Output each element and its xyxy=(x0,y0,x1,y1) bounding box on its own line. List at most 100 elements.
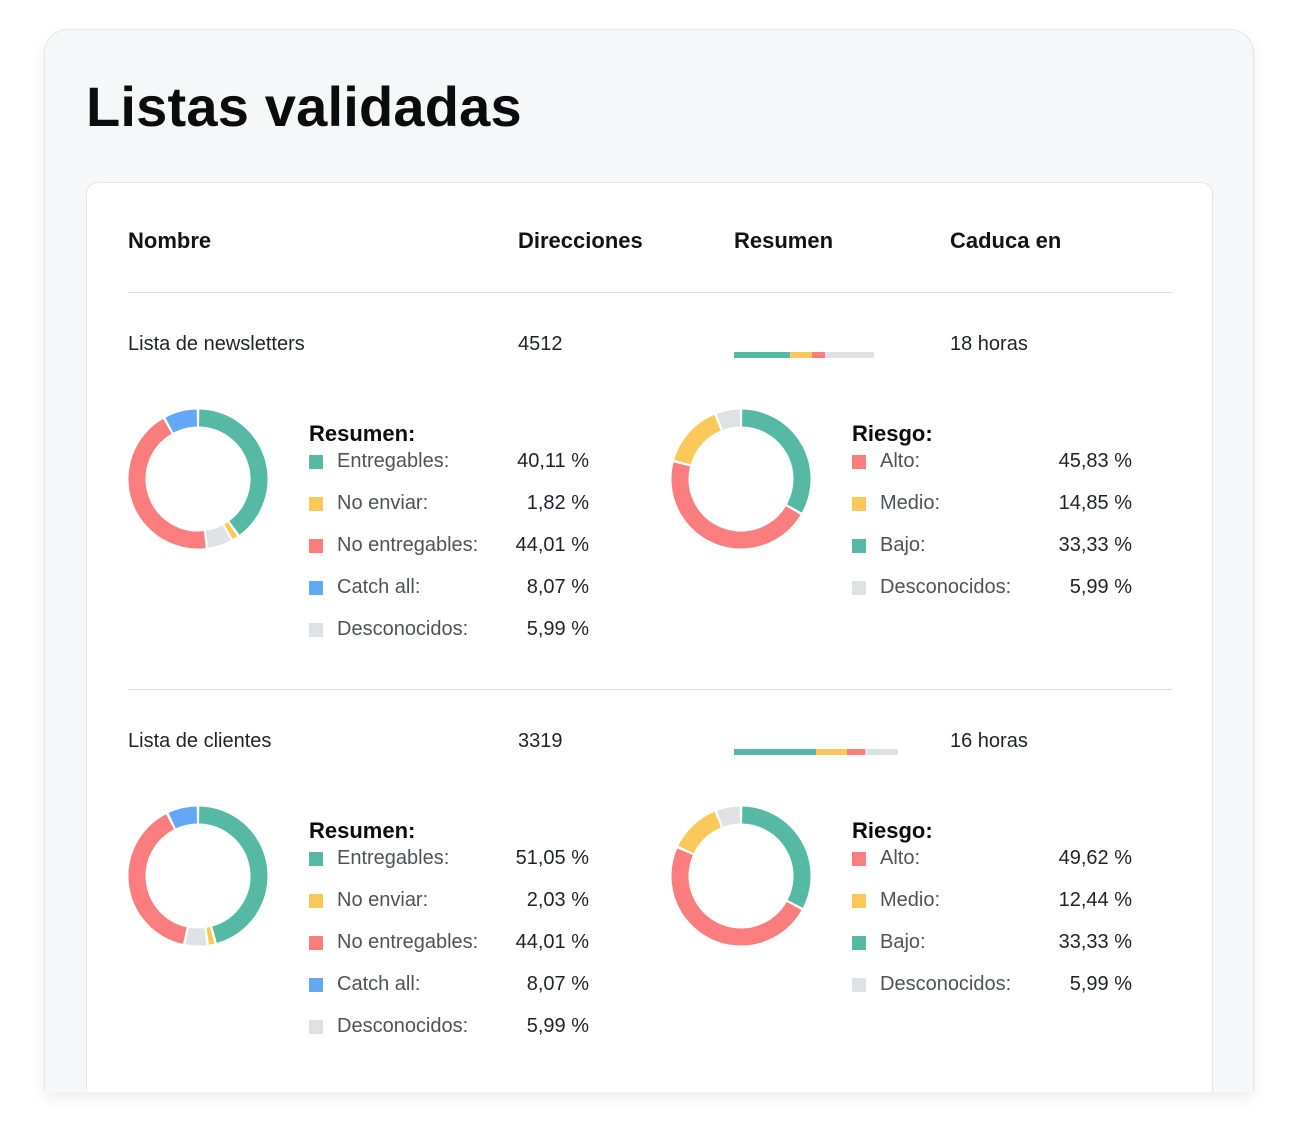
donut-segment-do-not-send xyxy=(678,811,722,854)
legend-swatch xyxy=(309,581,323,595)
legend-label: Medio: xyxy=(880,889,941,911)
legend-label: Alto: xyxy=(880,450,921,472)
legend-label: Alto: xyxy=(880,847,921,869)
risk-donut-chart xyxy=(671,806,811,946)
donut-segment-unknown xyxy=(205,525,231,548)
legend-swatch xyxy=(309,852,323,866)
legend-item: No enviar: 1,82 % xyxy=(309,492,589,516)
expires-in: 16 horas xyxy=(950,730,1028,752)
table-row[interactable]: Lista de newsletters 4512 18 horas Resum… xyxy=(128,293,1173,690)
header-expires[interactable]: Caduca en xyxy=(950,228,1062,253)
legend-label: No enviar: xyxy=(337,492,429,514)
donut-segment-deliverable xyxy=(198,806,268,943)
legend-value: 51,05 % xyxy=(515,847,589,869)
legend-label: Desconocidos: xyxy=(880,973,1012,995)
list-name[interactable]: Lista de newsletters xyxy=(128,333,305,355)
header-name[interactable]: Nombre xyxy=(128,228,212,253)
legend-swatch xyxy=(309,978,323,992)
legend-label: No entregables: xyxy=(337,534,479,556)
legend-item: No entregables: 44,01 % xyxy=(309,534,589,558)
legend-label: Bajo: xyxy=(880,534,926,556)
table-header: Nombre Direcciones Resumen Caduca en xyxy=(128,183,1173,293)
legend-value: 1,82 % xyxy=(526,492,589,514)
summary-bar-segment-undeliverable xyxy=(847,749,866,755)
donut-segment-do-not-send xyxy=(206,927,215,945)
legend-item: No entregables: 44,01 % xyxy=(309,931,589,955)
summary-donut-chart xyxy=(128,806,268,946)
summary-bar-segment-do-not-send xyxy=(816,749,848,755)
summary-bar xyxy=(734,749,898,755)
summary-bar-segment-undeliverable xyxy=(812,352,825,358)
risk-legend-title: Riesgo: xyxy=(852,818,933,843)
donut-segment-deliverable xyxy=(741,409,811,513)
header-summary[interactable]: Resumen xyxy=(734,228,834,253)
risk-legend-title: Riesgo: xyxy=(852,421,933,446)
legend-label: Desconocidos: xyxy=(880,576,1012,598)
legend-value: 5,99 % xyxy=(1069,576,1132,598)
summary-bar-segment-do-not-send xyxy=(790,352,813,358)
donut-segment-unknown xyxy=(716,409,741,430)
legend-swatch xyxy=(309,936,323,950)
legend-value: 33,33 % xyxy=(1058,534,1132,556)
expires-in: 18 horas xyxy=(950,333,1028,355)
summary-bar-segment-deliverable xyxy=(734,352,790,358)
donut-segment-deliverable xyxy=(198,409,268,535)
summary-legend-title: Resumen: xyxy=(309,421,416,446)
legend-item: Medio: 14,85 % xyxy=(852,492,1132,516)
donut-segment-do-not-send xyxy=(224,522,238,540)
address-count: 4512 xyxy=(518,333,563,355)
legend-swatch xyxy=(852,539,866,553)
summary-bar-segment-unknown xyxy=(824,352,874,358)
legend-swatch xyxy=(852,894,866,908)
legend-value: 8,07 % xyxy=(526,973,589,995)
donut-segment-catch-all xyxy=(168,806,198,829)
donut-segment-unknown xyxy=(185,927,207,946)
legend-swatch xyxy=(309,539,323,553)
legend-swatch xyxy=(309,894,323,908)
legend-item: Catch all: 8,07 % xyxy=(309,973,589,997)
donut-segment-catch-all xyxy=(165,409,198,433)
legend-label: Catch all: xyxy=(337,576,421,598)
legend-swatch xyxy=(852,581,866,595)
legend-label: Bajo: xyxy=(880,931,926,953)
lists-table-card: Nombre Direcciones Resumen Caduca en Lis… xyxy=(86,182,1213,1092)
legend-swatch xyxy=(852,978,866,992)
legend-label: Entregables: xyxy=(337,847,450,869)
validated-lists-panel: Listas validadas Nombre Direcciones Resu… xyxy=(44,29,1254,1092)
legend-swatch xyxy=(309,497,323,511)
table-row[interactable]: Lista de clientes 3319 16 horas Resumen:… xyxy=(128,690,1173,1092)
legend-value: 44,01 % xyxy=(515,931,589,953)
legend-value: 14,85 % xyxy=(1058,492,1132,514)
legend-value: 12,44 % xyxy=(1058,889,1132,911)
legend-swatch xyxy=(309,1020,323,1034)
legend-item: Bajo: 33,33 % xyxy=(852,534,1132,558)
legend-label: Desconocidos: xyxy=(337,1015,469,1037)
header-addresses[interactable]: Direcciones xyxy=(518,228,643,253)
donut-segment-do-not-send xyxy=(674,414,722,465)
legend-item: Catch all: 8,07 % xyxy=(309,576,589,600)
legend-item: Entregables: 40,11 % xyxy=(309,450,589,474)
list-name[interactable]: Lista de clientes xyxy=(128,730,272,752)
donut-segment-undeliverable xyxy=(128,814,188,944)
legend-value: 5,99 % xyxy=(526,1015,589,1037)
summary-donut-chart xyxy=(128,409,268,549)
page-title: Listas validadas xyxy=(86,75,522,138)
legend-item: No enviar: 2,03 % xyxy=(309,889,589,913)
legend-value: 5,99 % xyxy=(526,618,589,640)
legend-value: 44,01 % xyxy=(515,534,589,556)
legend-label: Desconocidos: xyxy=(337,618,469,640)
summary-bar-segment-unknown xyxy=(865,749,898,755)
legend-swatch xyxy=(852,455,866,469)
legend-item: Desconocidos: 5,99 % xyxy=(309,1015,589,1039)
legend-value: 49,62 % xyxy=(1058,847,1132,869)
legend-label: No enviar: xyxy=(337,889,429,911)
donut-segment-unknown xyxy=(717,806,741,827)
legend-label: Catch all: xyxy=(337,973,421,995)
donut-segment-undeliverable xyxy=(671,848,802,946)
legend-item: Alto: 45,83 % xyxy=(852,450,1132,474)
legend-item: Desconocidos: 5,99 % xyxy=(309,618,589,642)
legend-swatch xyxy=(852,852,866,866)
legend-item: Entregables: 51,05 % xyxy=(309,847,589,871)
legend-value: 5,99 % xyxy=(1069,973,1132,995)
legend-item: Desconocidos: 5,99 % xyxy=(852,973,1132,997)
